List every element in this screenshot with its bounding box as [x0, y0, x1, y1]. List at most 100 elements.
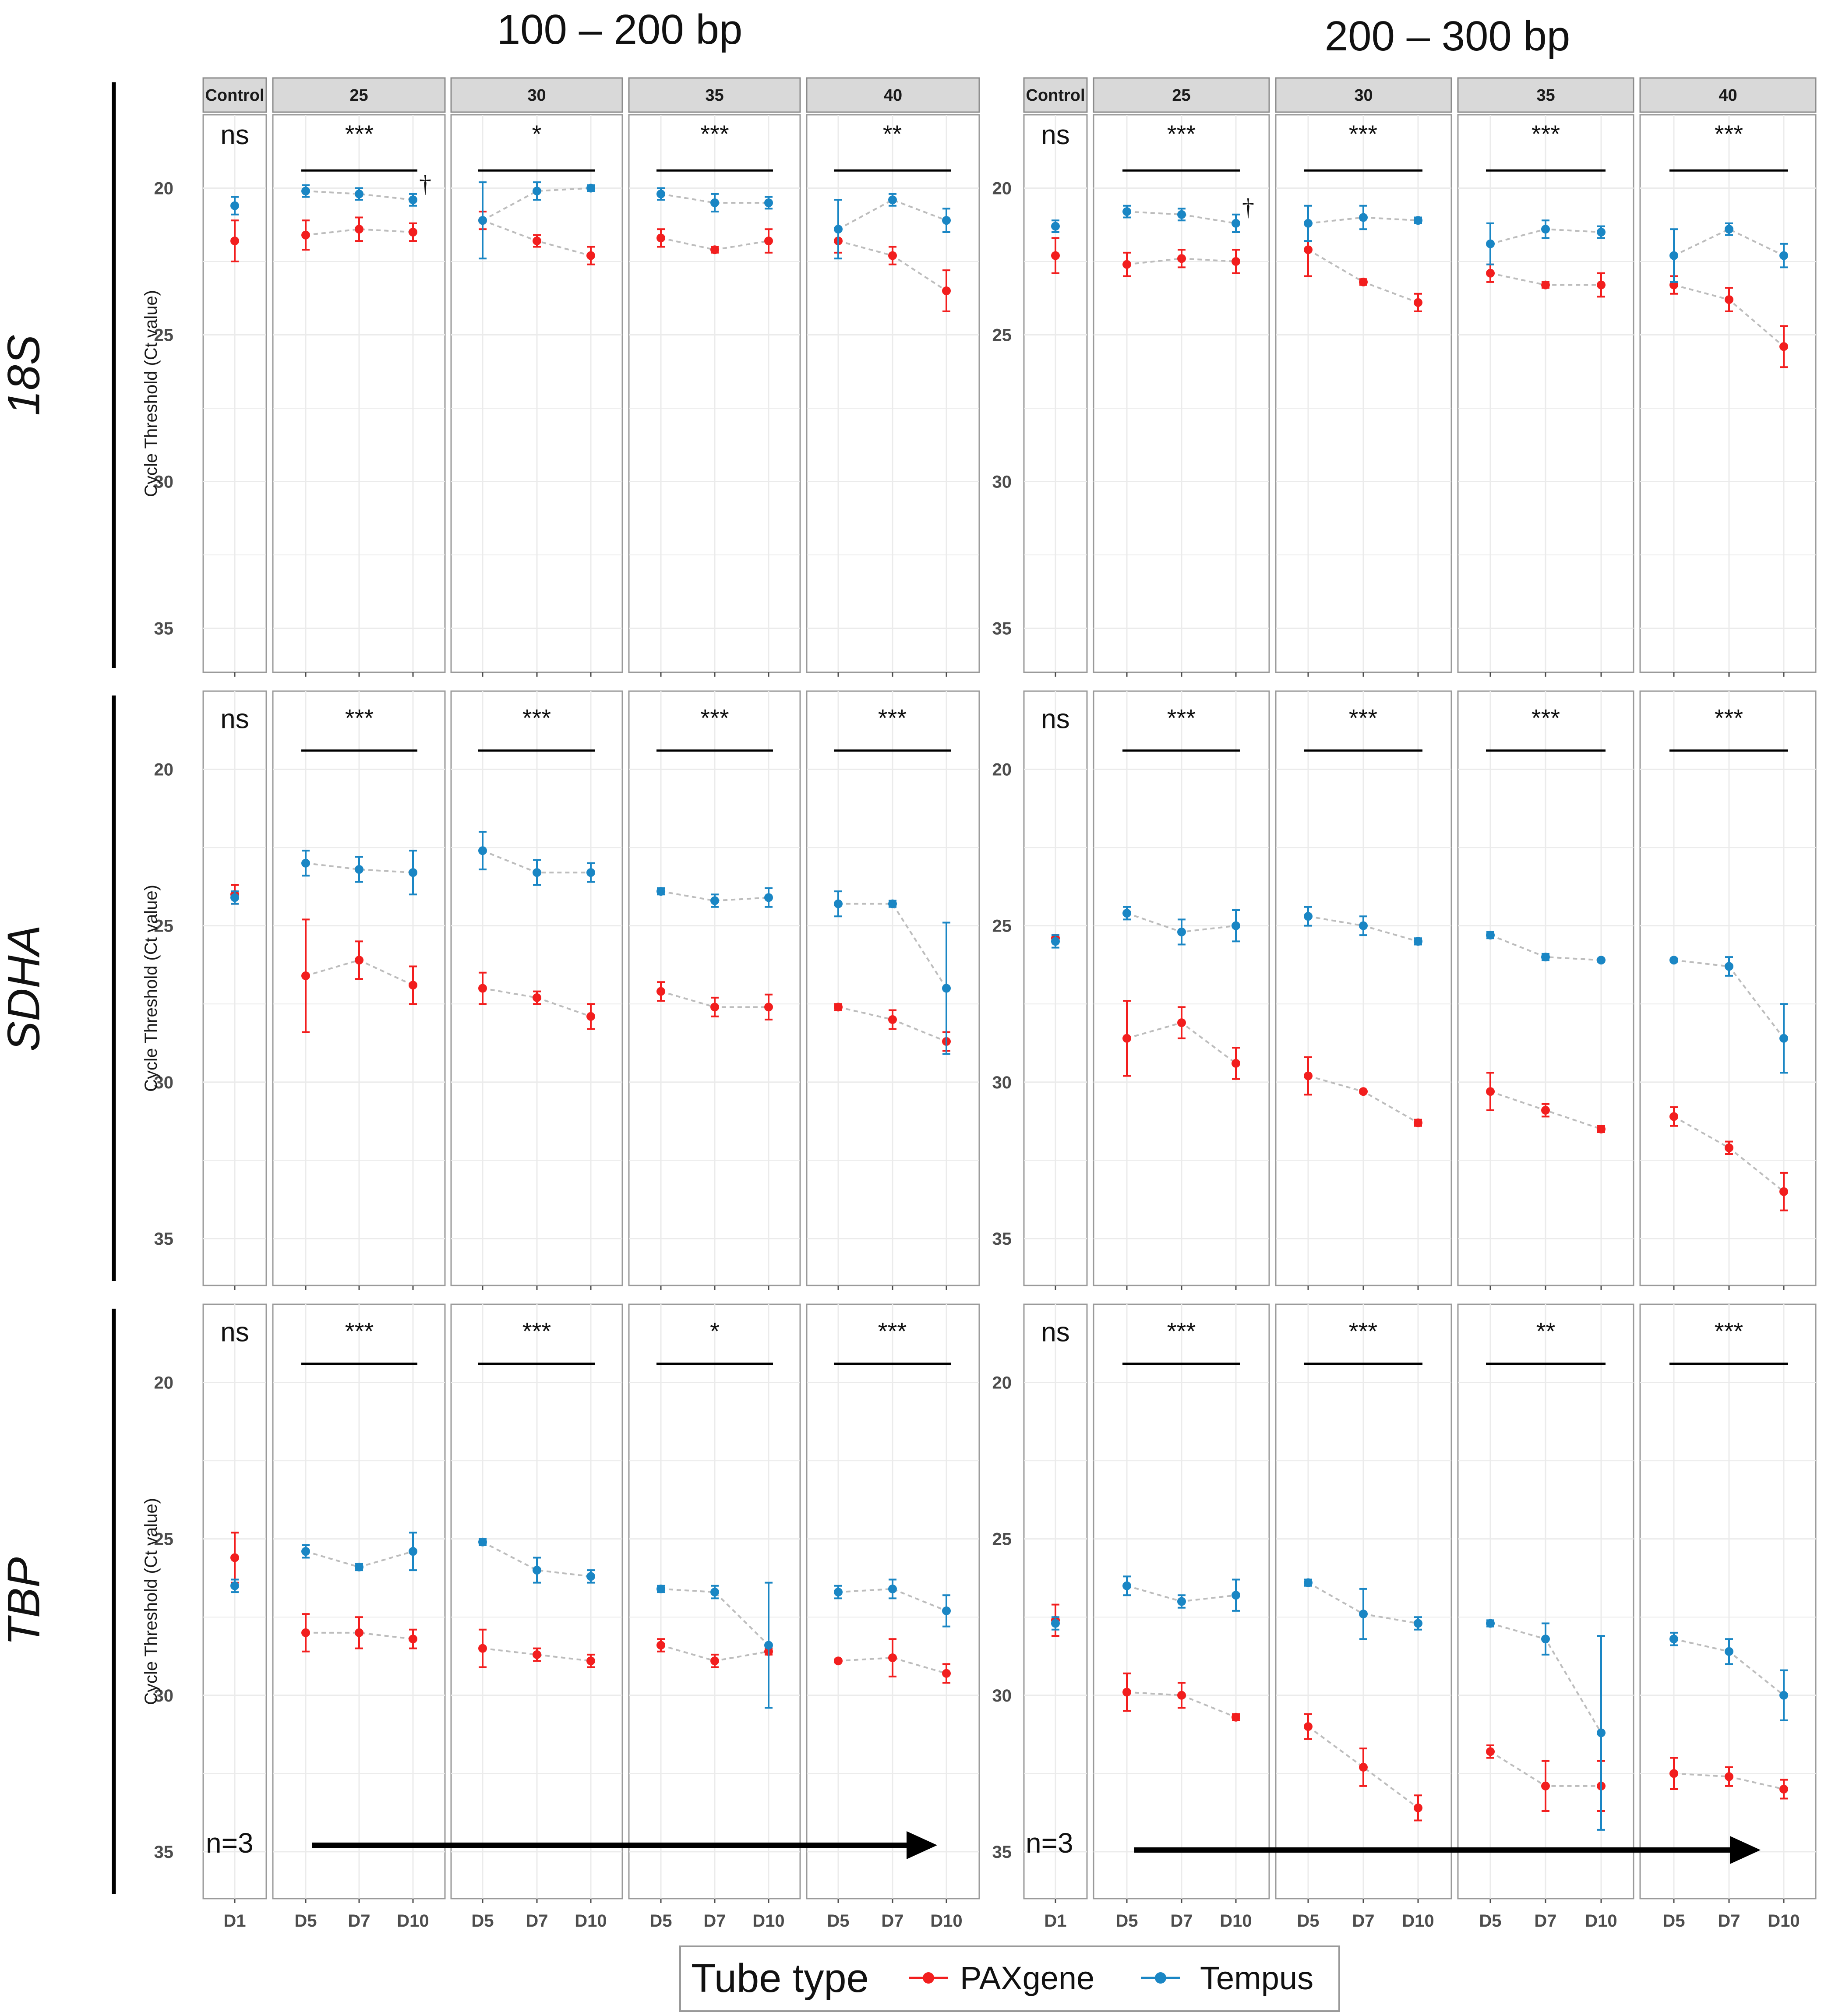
tempus-point	[1486, 931, 1495, 940]
x-tick-label: D1	[1044, 1911, 1066, 1931]
tempus-point	[409, 1547, 417, 1556]
y-tick-label: 35	[154, 1229, 174, 1249]
strip-header	[806, 77, 980, 113]
strip-label: 35	[1536, 86, 1555, 105]
significance-stars: ***	[1715, 704, 1743, 731]
paxgene-point	[710, 1003, 719, 1012]
tempus-point	[942, 984, 951, 993]
significance-stars: ***	[1167, 704, 1196, 731]
legend-paxgene-dot	[923, 1972, 934, 1984]
significance-stars: ***	[1532, 120, 1560, 148]
x-tick-label: D5	[1479, 1911, 1501, 1931]
tempus-point	[888, 1584, 897, 1593]
y-tick-label: 30	[154, 473, 174, 492]
paxgene-point	[1359, 1763, 1368, 1772]
significance-stars: ***	[522, 1317, 551, 1345]
significance-stars: ***	[345, 704, 374, 731]
x-tick-label: D5	[827, 1911, 849, 1931]
paxgene-point	[1725, 295, 1733, 304]
tempus-connector-line	[660, 193, 769, 204]
tempus-point	[1486, 239, 1495, 248]
paxgene-point	[586, 1012, 595, 1021]
y-tick-label: 20	[154, 760, 174, 780]
significance-stars: **	[1536, 1317, 1556, 1345]
tempus-point	[1597, 228, 1606, 237]
panel-tbp-35: ** D5 D7 D10	[1457, 1303, 1634, 1931]
x-tick-label: D7	[1534, 1911, 1556, 1931]
tempus-point	[1177, 210, 1186, 219]
tempus-point	[1414, 937, 1422, 946]
strip-header	[272, 77, 446, 113]
paxgene-point	[409, 228, 417, 237]
strip-label: 40	[884, 86, 902, 105]
paxgene-point	[533, 237, 541, 246]
chart-18s-group-2: 20 25 30 35 Control ns 25 *** † 30 *** 35 *** 40 ***	[992, 77, 1817, 677]
strip-header	[1023, 77, 1088, 113]
legend-paxgene-label: PAXgene	[960, 1960, 1094, 1996]
y-tick-label: 30	[992, 473, 1012, 492]
tempus-point	[1669, 956, 1678, 965]
panel-18s-30: 30 *	[450, 77, 623, 677]
panel-18s-25: 25 *** †	[1093, 77, 1270, 677]
y-tick-label: 25	[992, 917, 1012, 936]
tempus-point	[1541, 225, 1550, 234]
paxgene-point	[1486, 268, 1495, 278]
tempus-point	[409, 195, 417, 205]
panel-18s-40: 40 ***	[1639, 77, 1817, 677]
panel-tbp-40: *** D5 D7 D10	[1639, 1303, 1817, 1931]
panel-18s-30: 30 ***	[1275, 77, 1452, 677]
x-tick-label: D5	[1297, 1911, 1319, 1931]
strip-label: Control	[205, 86, 264, 105]
dagger-mark: †	[419, 170, 431, 198]
paxgene-point	[1779, 1785, 1788, 1794]
time-arrow-head	[1730, 1836, 1761, 1864]
panel-sdha-40: ***	[806, 690, 980, 1290]
significance-stars: ***	[522, 704, 551, 731]
tempus-point	[656, 887, 665, 896]
x-tick-label: D1	[223, 1911, 246, 1931]
significance-stars: ***	[345, 1317, 374, 1345]
significance-ns: ns	[1041, 120, 1069, 150]
paxgene-point	[764, 1003, 773, 1012]
paxgene-point	[533, 993, 541, 1002]
sample-size-label: n=3	[1026, 1827, 1073, 1859]
panel-sdha-25: ***	[1093, 690, 1270, 1290]
tempus-point	[764, 893, 773, 902]
panel-18s-35: 35 ***	[628, 77, 801, 677]
tempus-point	[1051, 1619, 1060, 1628]
significance-stars: ***	[1349, 1317, 1377, 1345]
x-tick-label: D7	[526, 1911, 548, 1931]
x-tick-label: D7	[348, 1911, 370, 1931]
paxgene-point	[1725, 1772, 1733, 1781]
x-tick-label: D7	[1170, 1911, 1193, 1931]
paxgene-point	[888, 1653, 897, 1663]
tempus-point	[764, 198, 773, 207]
x-tick-label: D10	[1585, 1911, 1617, 1931]
tempus-point	[1177, 1597, 1186, 1606]
tempus-point	[230, 201, 239, 210]
tempus-point	[1122, 1581, 1131, 1590]
y-axis-label: Cycle Threshold (Ct value)	[141, 290, 161, 497]
paxgene-point	[1414, 1803, 1422, 1812]
tempus-point	[710, 896, 719, 905]
tempus-connector-line	[305, 190, 413, 201]
panel-18s-control: Control ns	[202, 77, 267, 677]
tempus-connector-line	[482, 1541, 591, 1578]
paxgene-connector-line	[1307, 1726, 1419, 1809]
paxgene-point	[1232, 1059, 1240, 1068]
paxgene-point	[1725, 1143, 1733, 1152]
panel-18s-40: 40 **	[806, 77, 980, 677]
x-tick-label: D10	[575, 1911, 607, 1931]
y-axis-label: Cycle Threshold (Ct value)	[141, 1498, 161, 1705]
chart-sdha-group-1: 20 25 30 35 Cycle Threshold (Ct value) ns *** *…	[141, 690, 980, 1290]
tempus-point	[355, 189, 363, 198]
tempus-connector-line	[660, 1588, 769, 1646]
strip-header	[628, 77, 801, 113]
strip-header	[1457, 77, 1634, 113]
tempus-point	[478, 1537, 487, 1546]
y-tick-label: 25	[154, 917, 174, 936]
panel-sdha-30: ***	[450, 690, 623, 1290]
tempus-connector-line	[838, 1588, 947, 1612]
panel-sdha-35: ***	[628, 690, 801, 1290]
